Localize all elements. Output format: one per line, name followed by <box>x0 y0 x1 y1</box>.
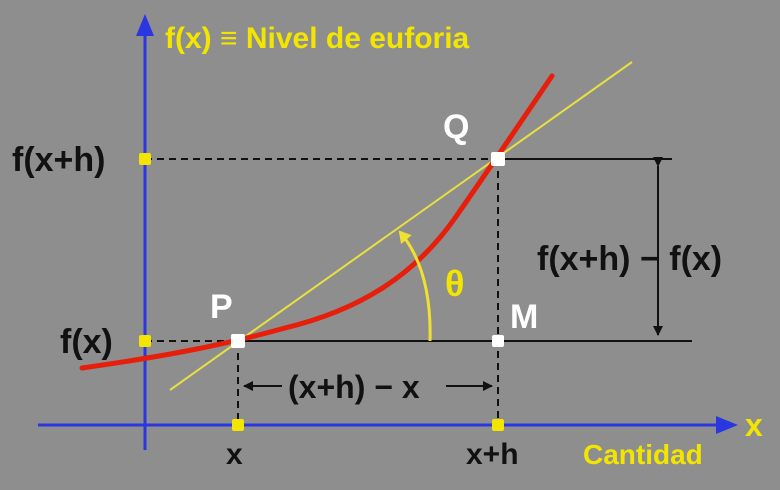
diagram-title: f(x) ≡ Nivel de euforia <box>165 22 470 55</box>
x-axis-arrow-icon <box>716 416 738 434</box>
point-m-marker <box>492 335 504 347</box>
x-tick-right-label: x+h <box>466 438 519 471</box>
marker-fx <box>139 335 151 347</box>
marker-fxh <box>139 153 151 165</box>
angle-arc <box>398 230 432 342</box>
point-q-label: Q <box>443 108 469 146</box>
angle-theta-label: θ <box>445 263 464 304</box>
x-axis-name: Cantidad <box>583 439 703 470</box>
point-p-label: P <box>210 288 233 326</box>
point-p-marker <box>231 334 245 348</box>
x-tick-left-label: x <box>226 438 243 471</box>
marker-x <box>232 419 244 431</box>
function-curve <box>79 73 555 371</box>
x-axis-letter: x <box>745 407 763 443</box>
point-q-marker <box>491 152 505 166</box>
point-m-label: M <box>510 298 538 336</box>
run-label: (x+h) − x <box>288 369 420 405</box>
y-tick-upper-label: f(x+h) <box>12 141 106 179</box>
y-tick-lower-label: f(x) <box>60 323 113 361</box>
rise-label: f(x+h) − f(x) <box>537 240 722 278</box>
y-axis-arrow-icon <box>136 14 154 36</box>
marker-xh <box>492 419 504 431</box>
